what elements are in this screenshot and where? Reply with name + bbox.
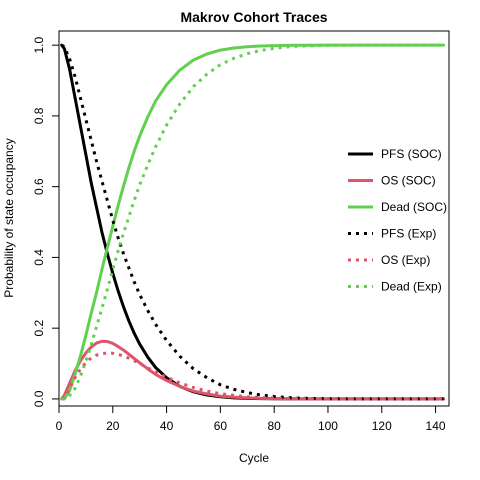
x-axis-label: Cycle — [239, 451, 269, 465]
y-axis: 0.0 0.2 0.4 0.6 0.8 1.0 — [32, 36, 59, 407]
x-tick-label: 60 — [214, 419, 228, 433]
y-tick-label: 0.8 — [32, 107, 46, 124]
x-tick-label: 20 — [106, 419, 120, 433]
y-tick-label: 1.0 — [32, 36, 46, 53]
plot-area-frame — [58, 30, 450, 407]
y-tick-label: 0.4 — [32, 249, 46, 266]
legend-entry-label: OS (SOC) — [381, 174, 436, 188]
series-line-pfs-exp — [60, 43, 444, 401]
legend-entry-label: PFS (SOC) — [381, 147, 442, 161]
chart-title: Makrov Cohort Traces — [180, 9, 327, 25]
series-line-os-soc — [60, 339, 446, 401]
x-tick-label: 0 — [56, 419, 63, 433]
series-line-os-exp — [60, 351, 444, 401]
y-tick-label: 0.2 — [32, 320, 46, 337]
y-tick-label: 0.0 — [32, 390, 46, 407]
y-tick-label: 0.6 — [32, 178, 46, 195]
series-line-dead-exp — [61, 43, 444, 401]
y-axis-label: Probability of state occupancy — [2, 138, 16, 297]
legend-entry-label: OS (Exp) — [381, 253, 430, 267]
x-tick-label: 80 — [267, 419, 281, 433]
x-tick-label: 120 — [372, 419, 392, 433]
legend: PFS (SOC) OS (SOC) Dead (SOC) PFS (Exp) OS (… — [348, 147, 447, 294]
x-axis: 0 20 40 60 80 100 120 140 — [56, 406, 446, 433]
series-layer — [60, 43, 446, 401]
x-tick-label: 100 — [318, 419, 338, 433]
x-tick-label: 40 — [160, 419, 174, 433]
legend-entry-label: Dead (Exp) — [381, 280, 442, 294]
series-line-dead-soc — [60, 43, 446, 401]
legend-entry-label: Dead (SOC) — [381, 200, 447, 214]
x-tick-label: 140 — [426, 419, 446, 433]
legend-entry-label: PFS (Exp) — [381, 227, 436, 241]
